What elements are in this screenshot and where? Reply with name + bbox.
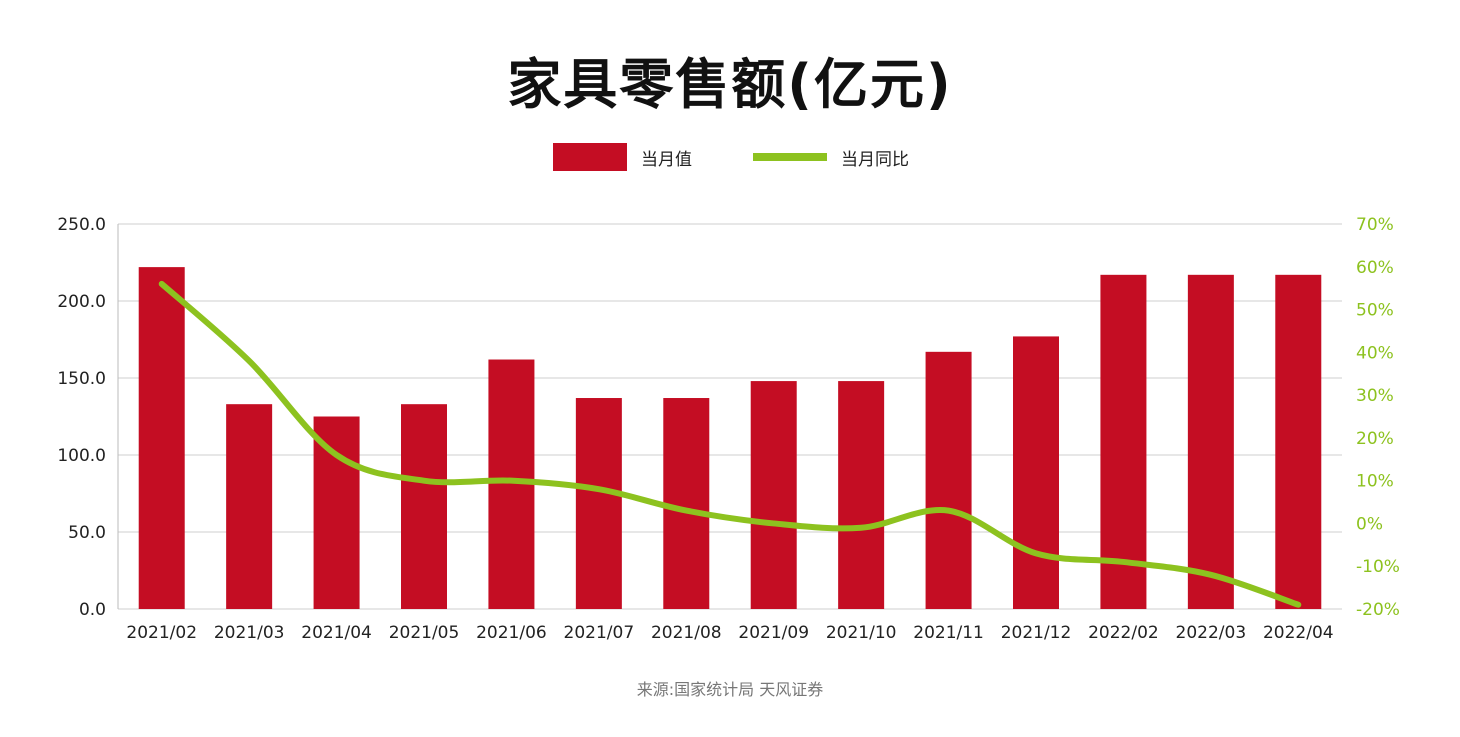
legend-bar-label: 当月值: [641, 149, 692, 170]
y-right-tick-label: 60%: [1356, 258, 1394, 278]
y-left-tick-label: 50.0: [68, 523, 106, 543]
y-left-tick-label: 0.0: [79, 600, 106, 620]
x-tick-label: 2021/09: [738, 623, 809, 643]
x-tick-label: 2021/07: [564, 623, 635, 643]
bar: [663, 398, 710, 609]
legend-bar-swatch: [553, 143, 627, 171]
source-note: 来源:国家统计局 天风证券: [636, 680, 824, 699]
y-right-tick-label: 0%: [1356, 514, 1383, 534]
y-right-tick-label: 30%: [1356, 386, 1394, 406]
y-right-tick-label: -20%: [1356, 600, 1400, 620]
bar: [925, 351, 972, 609]
x-tick-label: 2021/02: [126, 623, 197, 643]
y-left-tick-label: 200.0: [57, 292, 106, 312]
x-tick-label: 2021/11: [913, 623, 984, 643]
bar: [750, 381, 797, 609]
bar: [138, 267, 185, 609]
bar: [226, 404, 273, 609]
bar: [838, 381, 885, 609]
bar: [1275, 274, 1322, 609]
bar: [1187, 274, 1234, 609]
y-left-tick-label: 100.0: [57, 446, 106, 466]
x-tick-label: 2021/06: [476, 623, 547, 643]
x-tick-label: 2021/04: [301, 623, 372, 643]
y-right-tick-label: -10%: [1356, 557, 1400, 577]
x-tick-label: 2021/03: [214, 623, 285, 643]
x-tick-label: 2021/08: [651, 623, 722, 643]
x-tick-label: 2021/10: [826, 623, 897, 643]
y-right-tick-label: 20%: [1356, 429, 1394, 449]
x-tick-label: 2022/02: [1088, 623, 1159, 643]
bar: [1100, 274, 1147, 609]
y-left-tick-label: 250.0: [57, 215, 106, 235]
bar: [1013, 336, 1059, 609]
y-left-tick-label: 150.0: [57, 369, 106, 389]
x-tick-label: 2022/04: [1263, 623, 1334, 643]
legend-line-swatch: [753, 153, 827, 161]
y-right-tick-label: 50%: [1356, 301, 1394, 321]
bar: [401, 404, 447, 609]
x-tick-label: 2021/05: [389, 623, 460, 643]
legend: 当月值 当月同比: [0, 142, 1460, 172]
bar: [575, 398, 622, 609]
y-right-tick-label: 40%: [1356, 343, 1394, 363]
y-right-tick-label: 10%: [1356, 472, 1394, 492]
legend-item-line: 当月同比: [753, 142, 909, 172]
bar: [313, 416, 360, 609]
x-tick-label: 2022/03: [1176, 623, 1247, 643]
x-tick-label: 2021/12: [1001, 623, 1072, 643]
y-right-tick-label: 70%: [1356, 215, 1394, 235]
legend-line-label: 当月同比: [841, 149, 909, 170]
legend-item-bar: 当月值: [553, 142, 692, 172]
chart-title: 家具零售额(亿元): [507, 53, 953, 116]
yoy-line: [158, 280, 1302, 608]
